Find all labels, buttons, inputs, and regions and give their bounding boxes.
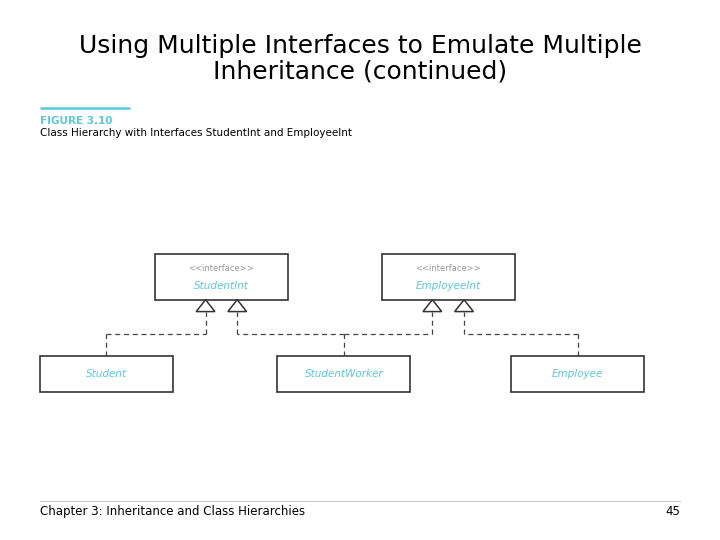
Polygon shape — [455, 300, 474, 312]
Text: Student: Student — [86, 369, 127, 379]
Text: <<interface>>: <<interface>> — [415, 264, 481, 273]
Text: Chapter 3: Inheritance and Class Hierarchies: Chapter 3: Inheritance and Class Hierarc… — [40, 505, 305, 518]
Text: Class Hierarchy with Interfaces StudentInt and EmployeeInt: Class Hierarchy with Interfaces StudentI… — [40, 128, 351, 138]
Text: Using Multiple Interfaces to Emulate Multiple: Using Multiple Interfaces to Emulate Mul… — [78, 34, 642, 58]
Text: Inheritance (continued): Inheritance (continued) — [213, 59, 507, 83]
Polygon shape — [228, 300, 246, 312]
Bar — [511, 356, 644, 392]
Text: StudentWorker: StudentWorker — [305, 369, 383, 379]
Text: Employee: Employee — [552, 369, 603, 379]
Text: <<interface>>: <<interface>> — [189, 264, 254, 273]
Bar — [277, 356, 410, 392]
Bar — [155, 254, 288, 300]
Text: FIGURE 3.10: FIGURE 3.10 — [40, 116, 112, 126]
Text: EmployeeInt: EmployeeInt — [415, 281, 481, 291]
Polygon shape — [196, 300, 215, 312]
Polygon shape — [423, 300, 442, 312]
Bar — [382, 254, 515, 300]
Bar — [40, 356, 173, 392]
Text: 45: 45 — [665, 505, 680, 518]
Text: StudentInt: StudentInt — [194, 281, 249, 291]
